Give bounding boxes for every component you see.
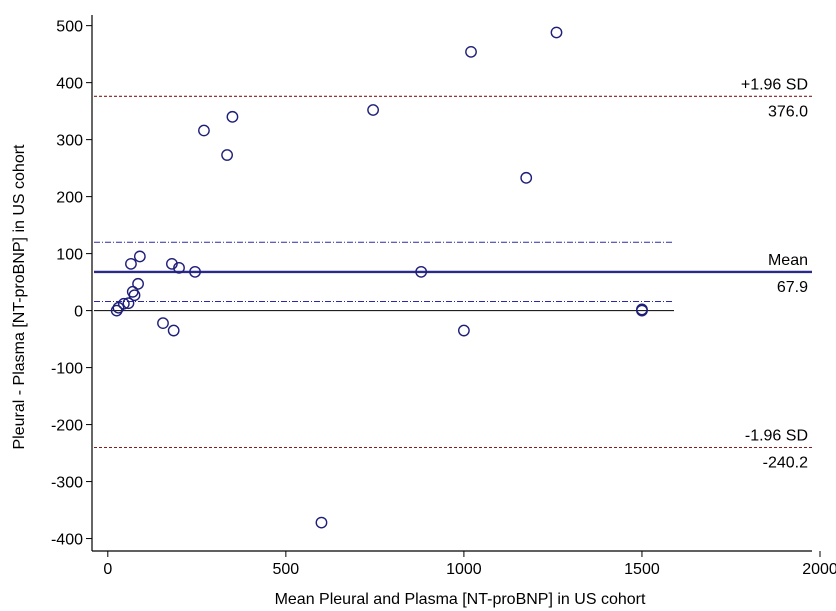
data-point [110, 304, 123, 317]
y-tick-label: 500 [56, 19, 83, 36]
x-tick-label: 0 [103, 561, 112, 578]
data-point [117, 297, 130, 310]
data-point [167, 324, 180, 337]
data-point [315, 516, 328, 529]
x-tick-label: 1000 [446, 561, 482, 578]
data-point [125, 257, 137, 270]
y-tick-label: 200 [56, 190, 83, 207]
lower-limit-label: -1.96 SD [745, 427, 808, 444]
data-point [415, 265, 428, 278]
y-tick-label: -100 [51, 361, 83, 378]
data-point [198, 124, 210, 137]
data-point [520, 171, 533, 184]
data-point [367, 104, 379, 116]
data-point [636, 303, 648, 316]
data-points [110, 26, 648, 529]
upper-limit-label: +1.96 SD [741, 76, 808, 93]
reference-labels: +1.96 SD 376.0 Mean 67.9 -1.96 SD -240.2 [741, 76, 808, 471]
data-point [221, 149, 233, 161]
data-point [465, 45, 477, 58]
data-point [133, 250, 146, 263]
data-point [457, 324, 470, 337]
x-tick-label: 500 [272, 561, 299, 578]
y-tick-label: 300 [56, 133, 83, 150]
data-point [128, 289, 141, 302]
data-point [132, 277, 144, 290]
mean-value-label: 67.9 [777, 279, 808, 296]
y-tick-label: -300 [51, 475, 83, 492]
data-point [165, 257, 178, 270]
y-tick-label: -200 [51, 418, 83, 435]
mean-confidence-interval-lines [94, 241, 674, 302]
x-tick-label: 1500 [624, 561, 660, 578]
reference-lines [94, 95, 812, 449]
upper-limit-value-label: 376.0 [768, 103, 808, 120]
data-point [173, 261, 185, 274]
data-point [550, 26, 563, 39]
mean-label: Mean [768, 252, 808, 269]
y-tick-label: 100 [56, 247, 83, 264]
data-point [157, 317, 169, 330]
lower-limit-value-label: -240.2 [763, 454, 808, 471]
y-tick-label: 400 [56, 76, 83, 93]
y-tick-label: -400 [51, 532, 83, 549]
y-axis-label: Pleural - Plasma [NT-proBNP] in US cohor… [11, 144, 28, 450]
data-point [122, 297, 135, 310]
data-point [226, 110, 239, 123]
x-axis-label: Mean Pleural and Plasma [NT-proBNP] in U… [275, 591, 646, 608]
data-point [189, 265, 201, 278]
x-tick-label: 2000 [802, 561, 836, 578]
y-tick-label: 0 [74, 304, 83, 321]
